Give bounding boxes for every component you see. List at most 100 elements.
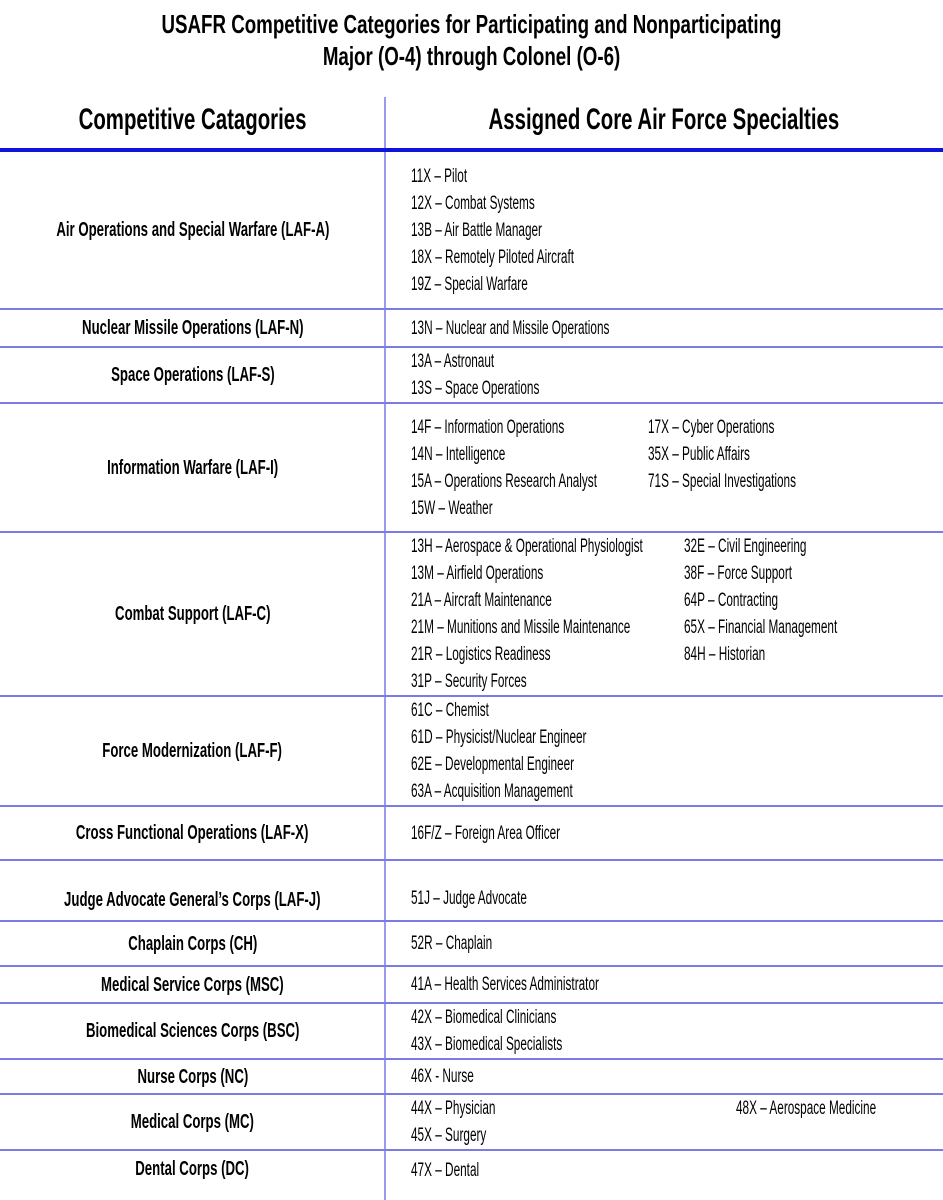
category-label: Nurse Corps (NC) xyxy=(137,1065,248,1088)
specialties-cell: 52R – Chaplain xyxy=(385,922,943,965)
specialty-item: 38F – Force Support xyxy=(684,563,793,584)
specialty-item: 14F – Information Operations xyxy=(411,416,565,438)
specialty-column-2: 48X – Aerospace Medicine xyxy=(736,1095,943,1149)
specialty-item: 19Z – Special Warfare xyxy=(411,273,528,295)
header-cell-categories: Competitive Catagories xyxy=(0,103,385,137)
specialty-item: 13S – Space Operations xyxy=(411,378,540,399)
specialty-item: 13B – Air Battle Manager xyxy=(411,219,542,241)
specialty-column-1: 14F – Information Operations 14N – Intell… xyxy=(411,414,648,522)
specialty-item: 63A – Acquisition Management xyxy=(411,781,573,802)
specialty-columns: 46X - Nurse xyxy=(411,1063,943,1090)
specialty-item: 11X – Pilot xyxy=(411,165,468,187)
specialty-columns: 13A – Astronaut 13S – Space Operations xyxy=(411,348,943,402)
specialty-column-2: 32E – Civil Engineering 38F – Force Suppo… xyxy=(684,533,943,695)
table-row: Medical Service Corps (MSC) 41A – Health … xyxy=(0,967,943,1004)
category-cell: Medical Service Corps (MSC) xyxy=(0,967,385,1002)
specialty-column-1: 13A – Astronaut 13S – Space Operations xyxy=(411,348,943,402)
table-row: Medical Corps (MC) 44X – Physician 45X – S… xyxy=(0,1095,943,1151)
specialty-column-2: 17X – Cyber Operations 35X – Public Affai… xyxy=(648,414,943,522)
category-cell: Cross Functional Operations (LAF-X) xyxy=(0,807,385,859)
table-row: Cross Functional Operations (LAF-X) 16F/Z… xyxy=(0,807,943,861)
specialty-item: 46X - Nurse xyxy=(411,1066,474,1087)
category-label: Chaplain Corps (CH) xyxy=(127,932,258,955)
table-row: Air Operations and Special Warfare (LAF-… xyxy=(0,152,943,310)
specialty-column-1: 13H – Aerospace & Operational Physiologi… xyxy=(411,533,684,695)
category-cell: Chaplain Corps (CH) xyxy=(0,922,385,965)
document-title: USAFR Competitive Categories for Partici… xyxy=(0,0,943,92)
specialty-item: 17X – Cyber Operations xyxy=(648,416,775,438)
table-header-row: Competitive Catagories Assigned Core Air… xyxy=(0,92,943,152)
specialty-column-1: 16F/Z – Foreign Area Officer xyxy=(411,820,943,847)
specialty-column-1: 61C – Chemist 61D – Physicist/Nuclear Eng… xyxy=(411,697,943,805)
title-line-1: USAFR Competitive Categories for Partici… xyxy=(161,9,782,39)
specialty-columns: 61C – Chemist 61D – Physicist/Nuclear Eng… xyxy=(411,697,943,805)
specialty-columns: 42X – Biomedical Clinicians 43X – Biomedi… xyxy=(411,1004,943,1058)
specialty-item: 12X – Combat Systems xyxy=(411,192,535,214)
specialty-column-1: 13N – Nuclear and Missile Operations xyxy=(411,315,943,342)
specialty-item: 15A – Operations Research Analyst xyxy=(411,470,597,492)
category-label: Dental Corps (DC) xyxy=(135,1158,250,1180)
specialty-item: 84H – Historian xyxy=(684,644,766,665)
specialty-columns: 14F – Information Operations 14N – Intell… xyxy=(411,414,943,522)
category-cell: Medical Corps (MC) xyxy=(0,1095,385,1149)
specialty-item: 31P – Security Forces xyxy=(411,671,527,692)
specialty-item: 14N – Intelligence xyxy=(411,443,506,465)
column-divider-line xyxy=(384,97,386,1200)
specialty-item: 62E – Developmental Engineer xyxy=(411,754,575,775)
category-label: Combat Support (LAF-C) xyxy=(114,603,271,625)
specialty-column-1: 51J – Judge Advocate xyxy=(411,885,943,912)
category-label: Space Operations (LAF-S) xyxy=(110,364,275,386)
specialty-column-1: 52R – Chaplain xyxy=(411,930,943,957)
category-label: Nuclear Missile Operations (LAF-N) xyxy=(81,317,304,339)
title-line-2: Major (O-4) through Colonel (O-6) xyxy=(322,41,621,71)
header-label-specialties: Assigned Core Air Force Specialties xyxy=(488,103,840,136)
table-row: Nuclear Missile Operations (LAF-N) 13N – … xyxy=(0,310,943,348)
category-label: Cross Functional Operations (LAF-X) xyxy=(76,822,309,844)
specialty-item: 44X – Physician xyxy=(411,1098,496,1119)
specialty-item: 71S – Special Investigations xyxy=(648,470,797,492)
specialty-item: 64P – Contracting xyxy=(684,590,779,611)
specialty-item: 16F/Z – Foreign Area Officer xyxy=(411,822,561,844)
category-cell: Space Operations (LAF-S) xyxy=(0,348,385,402)
specialties-cell: 16F/Z – Foreign Area Officer xyxy=(385,807,943,859)
category-label: Medical Service Corps (MSC) xyxy=(101,973,284,996)
specialty-columns: 47X – Dental xyxy=(411,1157,943,1184)
specialty-item: 13M – Airfield Operations xyxy=(411,563,544,584)
category-label: Air Operations and Special Warfare (LAF-… xyxy=(55,219,330,241)
specialty-item: 45X – Surgery xyxy=(411,1125,487,1146)
table-row: Judge Advocate General’s Corps (LAF-J) 51… xyxy=(0,861,943,922)
specialty-column-1: 41A – Health Services Administrator xyxy=(411,971,943,998)
category-label: Judge Advocate General’s Corps (LAF-J) xyxy=(64,889,321,911)
category-label: Biomedical Sciences Corps (BSC) xyxy=(85,1020,300,1042)
specialty-column-1: 47X – Dental xyxy=(411,1157,943,1184)
specialties-cell: 47X – Dental xyxy=(385,1151,943,1200)
specialty-column-1: 46X - Nurse xyxy=(411,1063,943,1090)
category-cell: Dental Corps (DC) xyxy=(0,1151,385,1200)
specialty-columns: 11X – Pilot 12X – Combat Systems 13B – Air… xyxy=(411,163,943,298)
table-row: Dental Corps (DC) 47X – Dental xyxy=(0,1151,943,1200)
specialty-item: 65X – Financial Management xyxy=(684,617,838,638)
specialties-cell: 42X – Biomedical Clinicians 43X – Biomedi… xyxy=(385,1004,943,1058)
specialty-item: 41A – Health Services Administrator xyxy=(411,974,599,995)
table-rows: Air Operations and Special Warfare (LAF-… xyxy=(0,152,943,1200)
table-row: Nurse Corps (NC) 46X - Nurse xyxy=(0,1060,943,1095)
table-row: Chaplain Corps (CH) 52R – Chaplain xyxy=(0,922,943,967)
specialty-item: 18X – Remotely Piloted Aircraft xyxy=(411,246,575,268)
specialty-item: 13H – Aerospace & Operational Physiologi… xyxy=(411,536,643,557)
table-row: Combat Support (LAF-C) 13H – Aerospace & … xyxy=(0,533,943,697)
specialty-item: 21A – Aircraft Maintenance xyxy=(411,590,552,611)
specialty-item: 61C – Chemist xyxy=(411,700,489,721)
specialty-columns: 52R – Chaplain xyxy=(411,930,943,957)
specialty-item: 15W – Weather xyxy=(411,497,493,519)
specialty-item: 32E – Civil Engineering xyxy=(684,536,807,557)
specialty-item: 35X – Public Affairs xyxy=(648,443,750,465)
specialty-item: 43X – Biomedical Specialists xyxy=(411,1034,563,1055)
specialty-item: 21M – Munitions and Missile Maintenance xyxy=(411,617,631,638)
specialty-columns: 13N – Nuclear and Missile Operations xyxy=(411,315,943,342)
specialties-cell: 13A – Astronaut 13S – Space Operations xyxy=(385,348,943,402)
specialty-columns: 44X – Physician 45X – Surgery 48X – Aerosp… xyxy=(411,1095,943,1149)
specialty-item: 52R – Chaplain xyxy=(411,933,493,954)
category-cell: Combat Support (LAF-C) xyxy=(0,533,385,695)
